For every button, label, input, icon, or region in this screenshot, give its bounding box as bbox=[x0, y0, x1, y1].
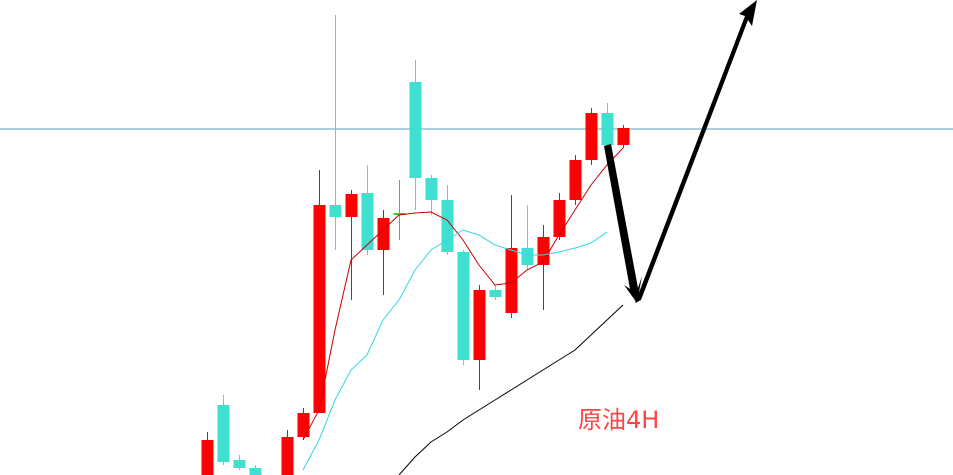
down-arrow bbox=[604, 144, 642, 303]
moving-average-line bbox=[302, 229, 608, 471]
candle-body bbox=[425, 178, 438, 200]
candle-body bbox=[233, 460, 246, 468]
candle-body bbox=[505, 248, 518, 313]
candle-body bbox=[393, 213, 406, 215]
candle-body bbox=[569, 160, 582, 200]
moving-average-line bbox=[398, 304, 624, 475]
candle-body bbox=[409, 82, 422, 178]
candle-body bbox=[345, 194, 358, 217]
candle-body bbox=[249, 468, 262, 475]
candle-body bbox=[457, 252, 470, 360]
candle-body bbox=[553, 200, 566, 237]
candle-body bbox=[521, 248, 534, 265]
candle-body bbox=[585, 113, 598, 160]
candle-body bbox=[281, 437, 294, 475]
candle-body bbox=[297, 413, 310, 437]
candle-body bbox=[313, 205, 326, 413]
annotation: 原油4H bbox=[578, 406, 659, 434]
candle-body bbox=[537, 237, 550, 265]
candle-body bbox=[201, 440, 214, 475]
candle-body bbox=[489, 290, 502, 297]
candle-body bbox=[441, 200, 454, 252]
up-arrow bbox=[635, 0, 757, 303]
candle-body bbox=[217, 405, 230, 462]
candle-body bbox=[473, 290, 486, 360]
plot-area bbox=[0, 15, 953, 475]
candle-body bbox=[617, 128, 630, 145]
candle-body bbox=[361, 193, 374, 250]
candle-body bbox=[601, 113, 614, 145]
candle-body bbox=[329, 205, 342, 217]
moving-average-line bbox=[302, 147, 624, 441]
candle-body bbox=[377, 218, 390, 250]
